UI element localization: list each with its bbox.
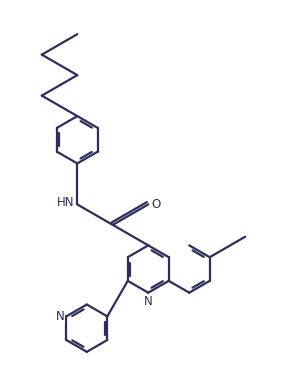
Text: HN: HN (57, 196, 74, 209)
Text: N: N (55, 310, 64, 323)
Text: O: O (152, 198, 161, 211)
Text: N: N (144, 295, 153, 308)
